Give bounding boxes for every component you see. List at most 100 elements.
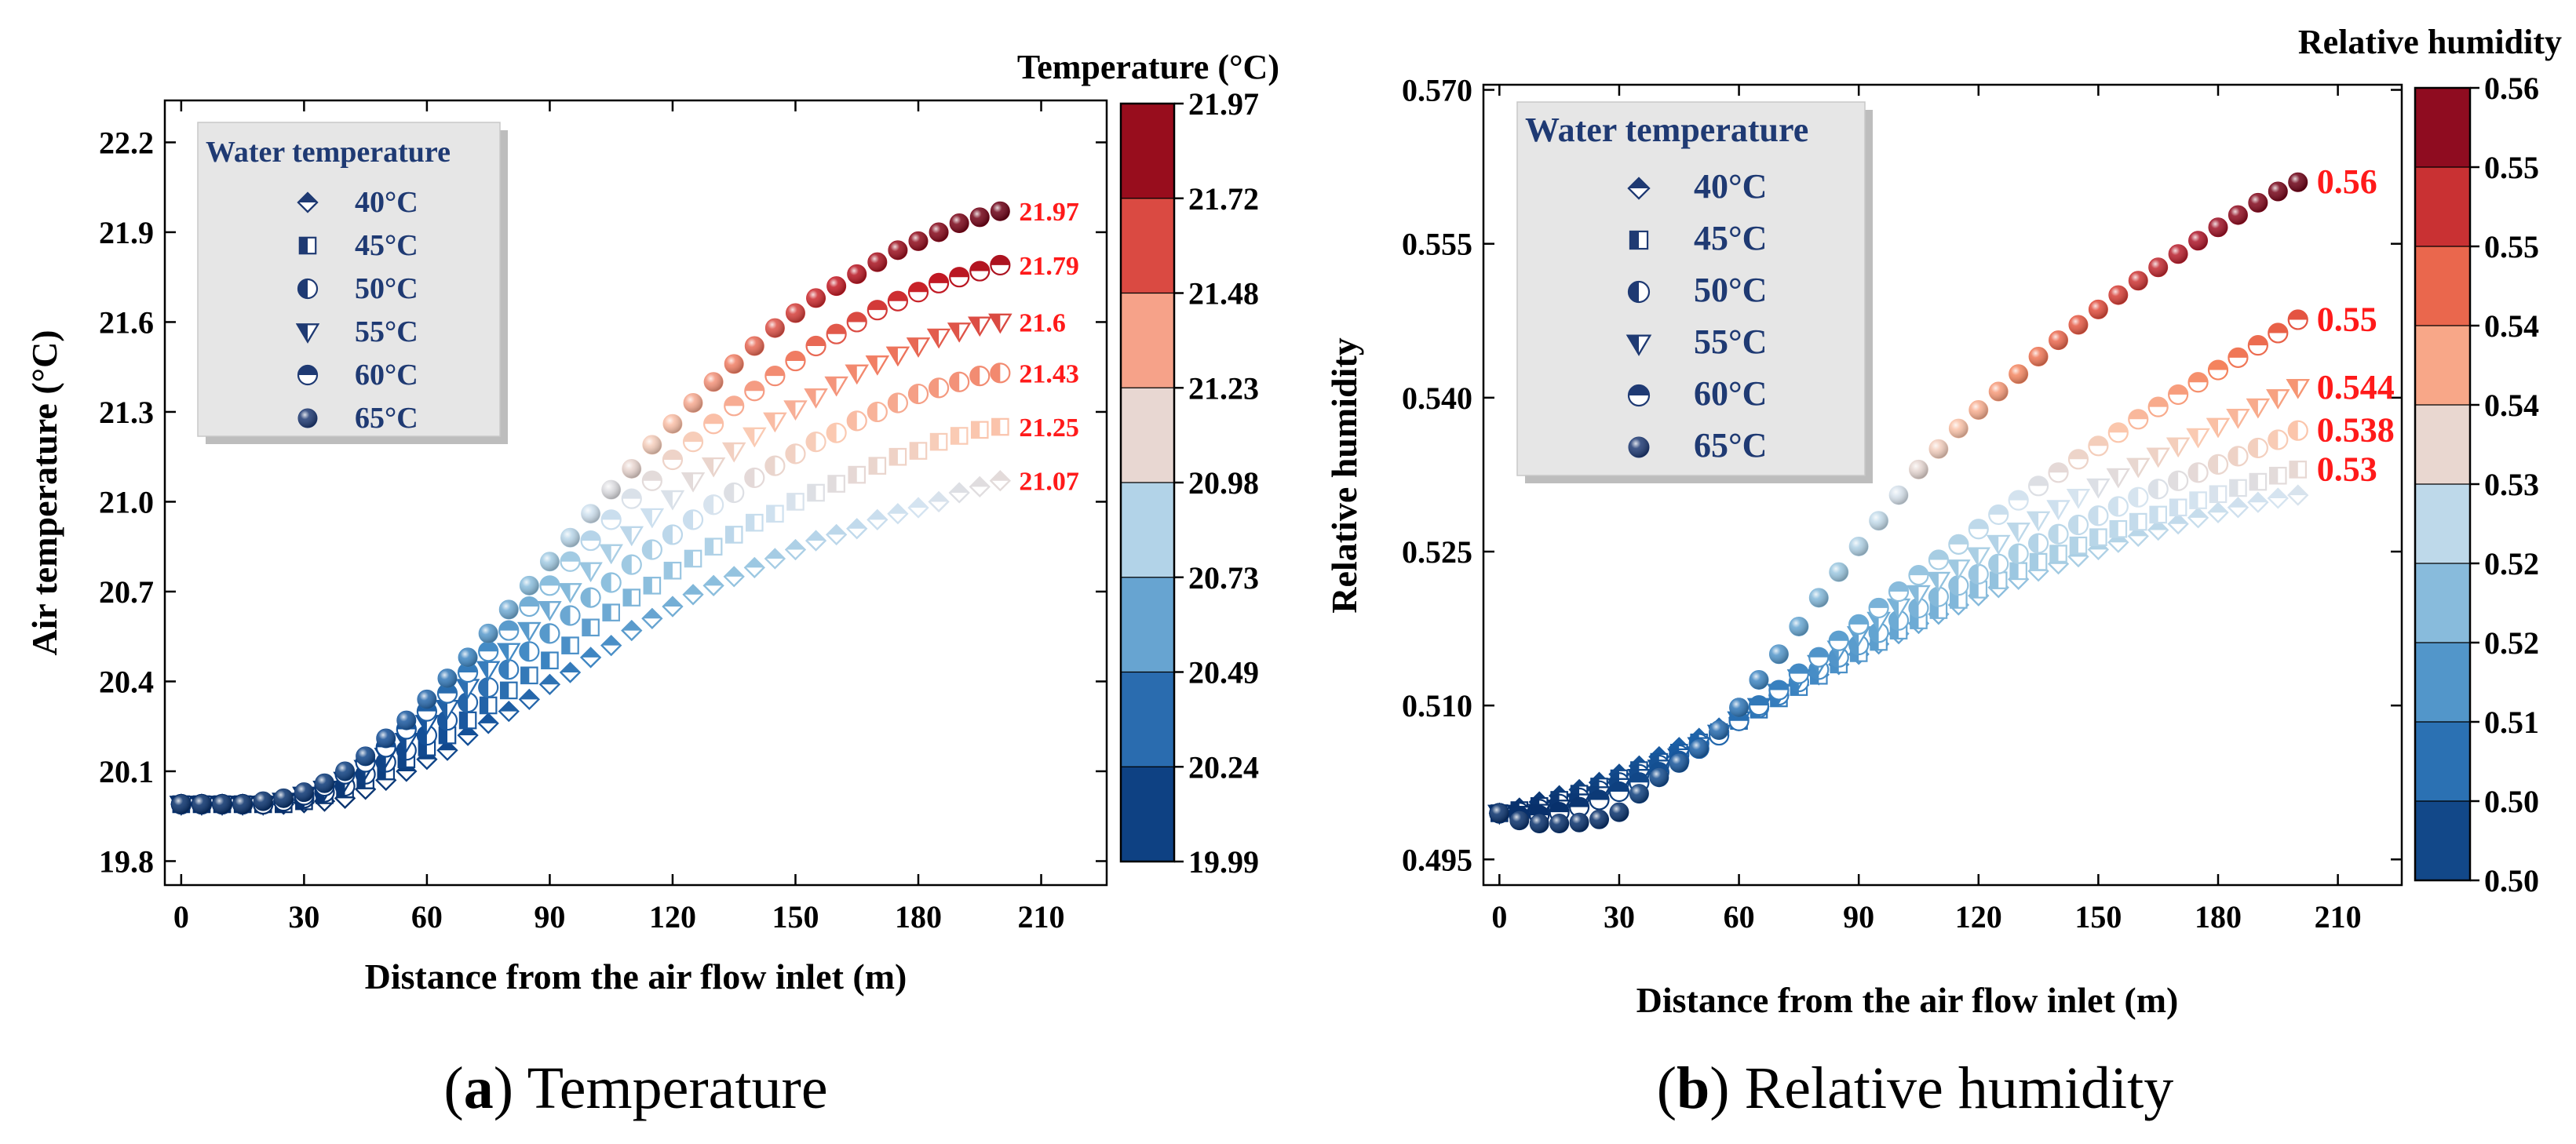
colorbar-segment [1121, 293, 1174, 388]
colorbar-label: 0.54 [2484, 388, 2539, 423]
data-point [684, 549, 702, 568]
legend-item: 60°C [1627, 374, 1767, 413]
x-tick-label: 210 [2315, 899, 2362, 935]
colorbar-title: Temperature (°C) [1017, 48, 1279, 86]
data-point [826, 323, 847, 344]
colorbar-segment [2415, 484, 2470, 563]
data-point [1848, 536, 1869, 556]
data-point [376, 728, 396, 749]
data-point [990, 201, 1010, 221]
end-value-label: 0.56 [2317, 162, 2377, 201]
data-point [2207, 359, 2229, 381]
data-point [437, 669, 458, 689]
data-point [662, 449, 684, 471]
data-point [947, 322, 972, 343]
legend: Water temperature 40°C 45°C 50°C 55°C 60°C 65°… [197, 122, 508, 444]
legend-item: 55°C [295, 315, 418, 348]
panel-relative-humidity: 0 30 60 90 120 150 180 210 0.495 0.510 0.525 0.540 0… [1324, 23, 2562, 1121]
data-point [621, 488, 642, 509]
x-tick-label: 60 [411, 899, 443, 935]
data-point [682, 584, 704, 606]
data-point [763, 412, 787, 433]
data-point [477, 712, 499, 734]
data-point [2287, 309, 2308, 330]
data-point [2246, 398, 2271, 419]
data-point [2146, 447, 2170, 468]
data-point [663, 561, 682, 580]
y-tick-label: 0.540 [1402, 381, 1472, 416]
data-point [2108, 285, 2129, 305]
colorbar-label: 20.98 [1188, 465, 1259, 501]
data-point [497, 643, 521, 664]
x-tick-label: 150 [2074, 899, 2122, 935]
colorbar-segment [2415, 643, 2470, 722]
data-point [2286, 379, 2310, 399]
data-point [2268, 429, 2289, 450]
data-point [1966, 547, 1990, 567]
data-point [807, 483, 825, 502]
legend-label: 65°C [1694, 426, 1767, 465]
legend-label: 45°C [355, 229, 418, 262]
colorbar-segment [1121, 198, 1174, 293]
data-point [1928, 439, 1949, 459]
data-point [948, 482, 970, 504]
data-point [2268, 322, 2289, 344]
end-value-label: 21.25 [1019, 414, 1079, 443]
data-point [622, 458, 642, 479]
colorbar-label: 0.54 [2484, 308, 2539, 344]
data-point [499, 681, 518, 700]
data-point [682, 432, 704, 453]
data-point [2186, 428, 2210, 449]
x-tick-label: 0 [1491, 899, 1507, 935]
colorbar-segment [1121, 767, 1174, 862]
data-point [990, 363, 1011, 384]
data-point [498, 701, 520, 723]
data-point [722, 442, 746, 463]
data-point [519, 596, 540, 618]
end-value-label: 0.55 [2317, 300, 2377, 338]
data-point [1828, 630, 1849, 651]
data-point [2168, 470, 2189, 491]
data-point [950, 427, 969, 445]
data-point [1987, 534, 2011, 556]
data-point [1948, 575, 1969, 596]
data-point [846, 410, 867, 432]
data-point [2227, 497, 2249, 519]
data-point [969, 207, 990, 228]
data-point [662, 414, 683, 434]
caption: (a) Temperature [443, 1055, 827, 1121]
caption-text: Temperature [527, 1055, 828, 1121]
x-tick-label: 180 [895, 899, 942, 935]
panel-temperature: 0 30 60 90 120 150 180 210 19.8 20.1 20.4 20.7 21.0 2… [24, 48, 1279, 1121]
x-tick-label: 60 [1724, 899, 1755, 935]
data-point [785, 350, 806, 372]
colorbar-segment [1121, 672, 1174, 767]
legend-label: 40°C [355, 186, 418, 219]
data-point [1689, 738, 1709, 759]
data-point [2128, 486, 2149, 508]
y-tick-label: 20.4 [99, 664, 154, 699]
data-point [865, 355, 889, 376]
data-point [783, 400, 808, 421]
data-point [827, 475, 845, 493]
data-point [2147, 396, 2169, 417]
data-point [356, 746, 376, 767]
data-point [949, 371, 970, 392]
data-point [805, 432, 826, 453]
colorbar-label: 21.48 [1188, 276, 1259, 312]
data-point [2209, 485, 2228, 504]
data-point [2026, 511, 2051, 532]
plot-frame [1482, 83, 2403, 887]
colorbar-segment [2415, 405, 2470, 484]
colorbar-label: 20.73 [1188, 560, 1259, 596]
data-point [253, 791, 273, 811]
data-point [746, 513, 764, 532]
data-point [580, 587, 601, 608]
x-tick-label: 150 [772, 899, 819, 935]
data-point [724, 354, 744, 374]
data-point [682, 509, 704, 530]
y-tick-label: 0.510 [1402, 688, 1472, 723]
data-point [991, 417, 1009, 436]
data-point [438, 726, 457, 745]
